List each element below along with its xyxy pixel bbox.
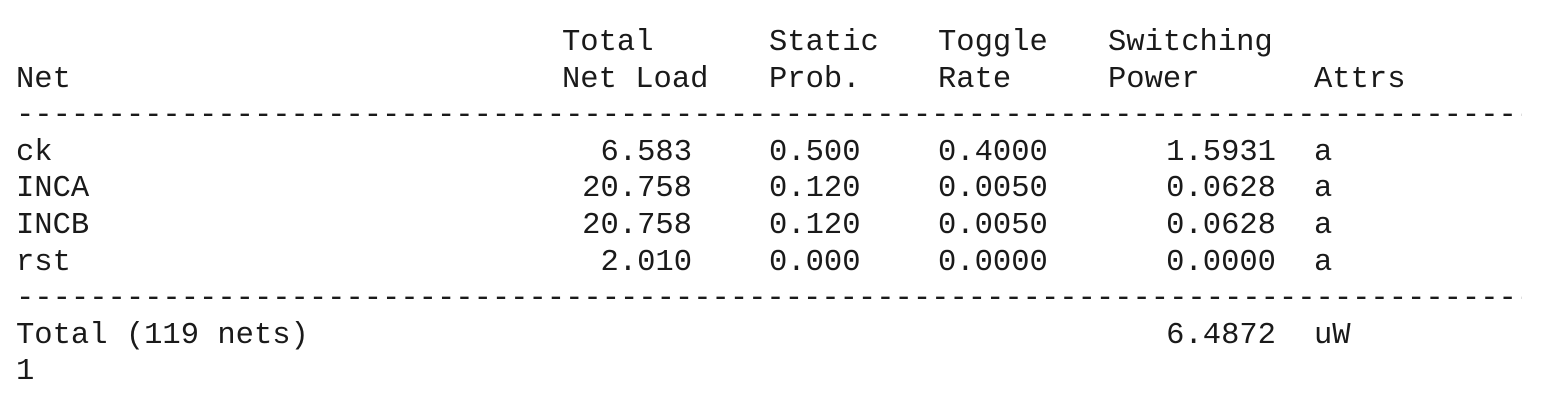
separator-top: ----------------------------------------… (16, 98, 1522, 135)
footer-line: 1 (16, 354, 1522, 391)
toggle-rate: 0.4000 (938, 135, 1048, 170)
return-value: 1 (16, 355, 35, 390)
header-line-1: Total Static Toggle Switching (16, 25, 1522, 62)
header-switching: Power (1108, 62, 1200, 97)
total-unit: uW (1314, 318, 1351, 353)
toggle-rate: 0.0050 (938, 208, 1048, 243)
net-load: 6.583 (600, 135, 692, 170)
header-switching-top: Switching (1108, 26, 1273, 60)
table-row: INCA 20.758 0.120 0.0050 0.0628 a (16, 171, 1522, 208)
switching-power: 0.0628 (1166, 172, 1276, 207)
separator-bottom: ----------------------------------------… (16, 281, 1522, 318)
total-label: Total (119 nets) (16, 318, 309, 353)
toggle-rate: 0.0000 (938, 245, 1048, 280)
separator-line: ----------------------------------------… (16, 282, 1522, 317)
header-load-top: Total (562, 26, 654, 60)
header-prob: Prob. (769, 62, 861, 97)
static-prob: 0.120 (769, 208, 861, 243)
table-row: ck 6.583 0.500 0.4000 1.5931 a (16, 135, 1522, 172)
header-line-2: Net Net Load Prob. Rate Power Attrs (16, 62, 1522, 99)
switching-power: 0.0000 (1166, 245, 1276, 280)
header-toggle-top: Toggle (938, 26, 1048, 60)
net-name: ck (16, 135, 53, 170)
net-load: 20.758 (582, 172, 692, 207)
net-name: INCB (16, 208, 90, 243)
static-prob: 0.120 (769, 172, 861, 207)
net-load: 20.758 (582, 208, 692, 243)
total-row: Total (119 nets) 6.4872 uW (16, 318, 1522, 355)
power-report: Total Static Toggle Switching Net Net Lo… (16, 25, 1522, 391)
switching-power: 0.0628 (1166, 208, 1276, 243)
separator-line: ----------------------------------------… (16, 99, 1522, 134)
header-toggle: Rate (938, 62, 1012, 97)
static-prob: 0.000 (769, 245, 861, 280)
table-row: INCB 20.758 0.120 0.0050 0.0628 a (16, 208, 1522, 245)
attrs: a (1314, 208, 1333, 243)
header-load: Net Load (562, 62, 709, 97)
static-prob: 0.500 (769, 135, 861, 170)
toggle-rate: 0.0050 (938, 172, 1048, 207)
table-row: rst 2.010 0.000 0.0000 0.0000 a (16, 245, 1522, 282)
switching-power: 1.5931 (1166, 135, 1276, 170)
header-attrs: Attrs (1314, 62, 1406, 97)
attrs: a (1314, 135, 1333, 170)
net-name: INCA (16, 172, 90, 207)
attrs: a (1314, 172, 1333, 207)
attrs: a (1314, 245, 1333, 280)
total-value: 6.4872 (1166, 318, 1276, 353)
header-net: Net (16, 62, 71, 97)
net-load: 2.010 (600, 245, 692, 280)
header-prob-top: Static (769, 26, 879, 60)
net-name: rst (16, 245, 71, 280)
